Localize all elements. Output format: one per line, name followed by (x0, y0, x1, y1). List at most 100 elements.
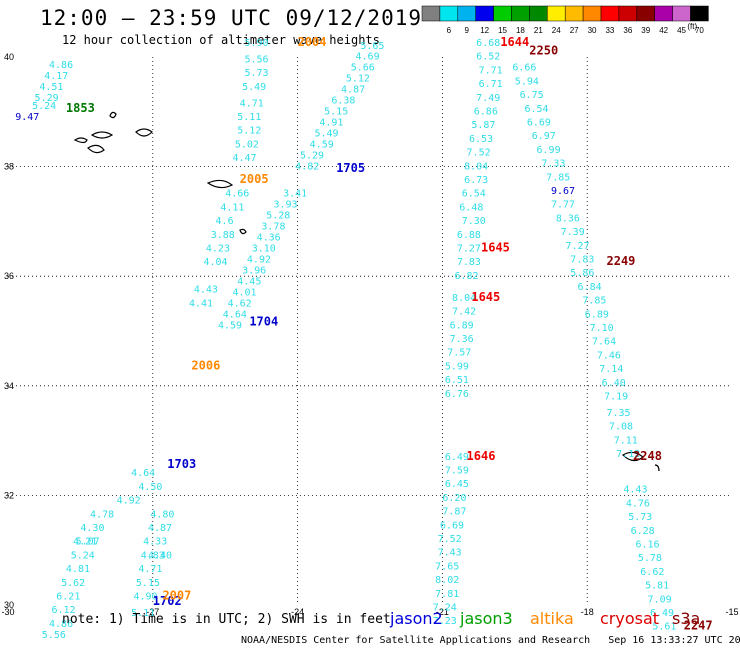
swh-value: 6.52 (476, 52, 500, 63)
swh-value: 5.12 (346, 74, 370, 85)
lat-tick-label: 30 (4, 600, 14, 610)
pass-time-label: 2005 (240, 172, 269, 186)
footer-timestamp: Sep 16 13:33:27 UTC 2019 (608, 635, 740, 646)
swh-value: 7.57 (447, 348, 471, 359)
swh-value: 5.49 (314, 128, 338, 139)
swh-value: 5.11 (237, 112, 261, 123)
swh-value: 7.24 (433, 602, 457, 613)
swh-value: 7.30 (462, 216, 486, 227)
satellite-name: s3a (672, 609, 701, 628)
pass-time-label: 1645 (481, 241, 510, 255)
swh-value: 5.29 (35, 93, 59, 104)
swh-value: 7.83 (570, 255, 594, 266)
swh-value: 4.40 (148, 550, 172, 561)
color-legend: 6 9 12 15 18 21 24 27 30 33 36 39 42 45 70 (ft) (421, 5, 709, 39)
swh-value: 5.12 (237, 126, 261, 137)
swh-value: 6.48 (459, 202, 483, 213)
swh-value: 4.50 (138, 482, 162, 493)
pass-time-label: 1644 (500, 35, 529, 49)
lon-tick-label: -27 (146, 607, 159, 617)
swh-value: 4.69 (356, 52, 380, 63)
swh-value: 5.90 (245, 38, 269, 49)
swh-value: 7.36 (450, 334, 474, 345)
swh-value: 5.11 (131, 608, 155, 619)
pass-time-label: 1703 (167, 457, 196, 471)
swh-value: 4.11 (220, 202, 244, 213)
lon-tick-label: -30 (1, 607, 14, 617)
swh-value: 7.39 (561, 227, 585, 238)
swh-value: 5.61 (652, 622, 676, 633)
legend-label: 12 (480, 26, 489, 35)
swh-value: 5.78 (638, 553, 662, 564)
swh-value: 6.88 (457, 230, 481, 241)
swh-value: 3.41 (283, 189, 307, 200)
legend-label: 6 (447, 26, 452, 35)
coastline (135, 128, 153, 137)
swh-value: 6.45 (445, 479, 469, 490)
swh-value: 7.64 (592, 337, 616, 348)
swh-value: 9.47 (15, 112, 39, 123)
swh-value: 4.76 (626, 498, 650, 509)
swh-value: 4.45 (237, 276, 261, 287)
swh-value: 5.66 (351, 63, 375, 74)
swh-value: 7.33 (541, 159, 565, 170)
swh-value: 4.66 (225, 189, 249, 200)
pass-time-label: 1646 (467, 449, 496, 463)
swh-value: 5.28 (266, 211, 290, 222)
swh-value: 7.08 (609, 422, 633, 433)
swh-value: 7.11 (614, 435, 638, 446)
swh-value: 5.15 (136, 578, 160, 589)
swh-value: 6.69 (440, 520, 464, 531)
swh-value: 7.71 (479, 65, 503, 76)
satellite-name: jason2 (390, 609, 443, 628)
swh-value: 6.21 (56, 592, 80, 603)
legend-label: 15 (498, 26, 507, 35)
swh-value: 7.09 (648, 594, 672, 605)
swh-value: 6.73 (464, 175, 488, 186)
swh-value: 5.56 (245, 54, 269, 65)
swh-value: 3.93 (273, 200, 297, 211)
swh-value: 4.43 (623, 485, 647, 496)
swh-value: 7.52 (438, 534, 462, 545)
legend-label: 30 (588, 26, 597, 35)
swh-value: 6.28 (631, 526, 655, 537)
legend-label: 36 (623, 26, 632, 35)
swh-value: 6.12 (51, 605, 75, 616)
swh-value: 7.52 (467, 148, 491, 159)
swh-value: 6.16 (635, 539, 659, 550)
lat-tick-label: 40 (4, 52, 14, 62)
swh-value: 6.69 (527, 118, 551, 129)
swh-value: 6.99 (537, 145, 561, 156)
coastline (90, 131, 114, 139)
swh-value: 7.81 (435, 589, 459, 600)
swh-value: 7.12 (616, 449, 640, 460)
pass-time-label: 1853 (66, 101, 95, 115)
swh-value: 6.40 (602, 378, 626, 389)
swh-value: 7.59 (445, 465, 469, 476)
swh-value: 4.41 (189, 298, 213, 309)
pass-time-label: 2007 (162, 589, 191, 603)
legend-label: 21 (534, 26, 543, 35)
coastline (622, 451, 644, 462)
swh-value: 6.38 (331, 96, 355, 107)
lon-tick-label: -24 (291, 607, 304, 617)
swh-value: 6.68 (476, 38, 500, 49)
swh-value: 3.78 (261, 222, 285, 233)
swh-value: 5.07 (76, 537, 100, 548)
swh-value: 4.71 (138, 564, 162, 575)
swh-value: 4.83 (141, 550, 165, 561)
swh-value: 5.24 (32, 101, 56, 112)
footer-org: NOAA/NESDIS Center for Satellite Applica… (241, 635, 591, 646)
pass-time-label: 2004 (298, 35, 327, 49)
swh-value: 4.92 (247, 255, 271, 266)
swh-value: 7.42 (452, 307, 476, 318)
satellite-name: altika (530, 609, 574, 628)
legend-label: 45 (677, 26, 686, 35)
swh-value: 6.86 (474, 107, 498, 118)
swh-value: 6.89 (450, 320, 474, 331)
swh-value: 6.51 (445, 375, 469, 386)
pass-time-label: 1702 (153, 594, 182, 608)
swh-value: 6.49 (650, 608, 674, 619)
swh-value: 8.04 (452, 293, 476, 304)
legend-label: 24 (552, 26, 561, 35)
